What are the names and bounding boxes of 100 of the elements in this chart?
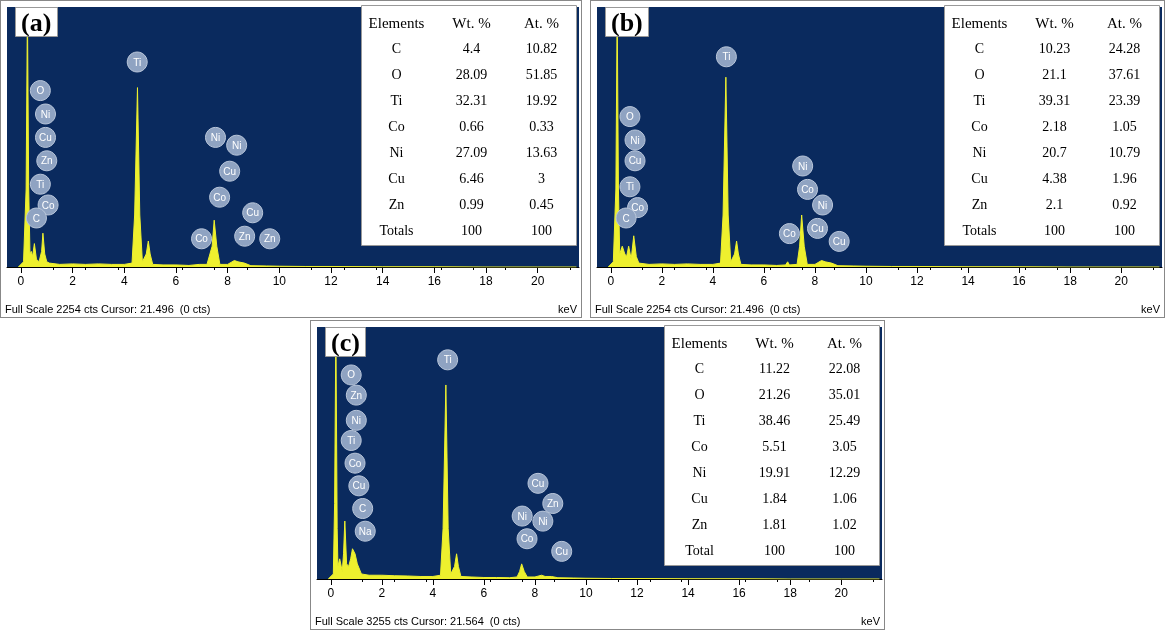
- x-tick-label: 6: [172, 274, 180, 288]
- annotation: Co: [213, 191, 227, 203]
- text: Full Scale 2254 cts Cursor: 21.496 (0 cts): [595, 302, 801, 315]
- x-tick-label: 14: [375, 274, 390, 288]
- x-axis-title: keV: [861, 614, 881, 627]
- annotation: Cu: [39, 131, 52, 143]
- text: C 10.23 24.28: [974, 41, 1141, 56]
- annotation: Ti: [443, 354, 452, 366]
- text: Totals 100 100: [962, 223, 1135, 238]
- chart-title: (c): [331, 327, 360, 357]
- x-tick-label: 16: [1012, 274, 1027, 288]
- annotation: Ni: [351, 414, 362, 426]
- annotation: Ti: [133, 56, 142, 68]
- text: Cu 1.84 1.06: [691, 491, 857, 506]
- x-tick-label: 8: [531, 586, 539, 600]
- x-tick-label: 14: [681, 586, 696, 600]
- annotation: Cu: [246, 207, 260, 219]
- text: Co 0.66 0.33: [388, 119, 554, 134]
- x-tick-label: 8: [224, 274, 232, 288]
- x-tick-label: 6: [760, 274, 768, 288]
- text: Co 5.51 3.05: [691, 439, 857, 454]
- annotation: Co: [631, 202, 645, 214]
- text: C 4.4 10.82: [391, 41, 558, 56]
- text: Full Scale 2254 cts Cursor: 21.496 (0 cts): [5, 302, 211, 315]
- annotation: Co: [41, 199, 55, 211]
- text: Ti 38.46 25.49: [693, 413, 861, 428]
- annotation: Ti: [36, 178, 45, 190]
- x-tick-label: 0: [17, 274, 25, 288]
- annotation: Cu: [555, 545, 569, 557]
- annotation: Cu: [811, 222, 824, 234]
- annotation: Ni: [797, 160, 808, 172]
- annotation: Ti: [625, 181, 634, 193]
- annotation: C: [32, 212, 41, 224]
- x-tick-label: 20: [1114, 274, 1129, 288]
- annotation: O: [347, 369, 356, 381]
- x-tick-label: 12: [630, 586, 645, 600]
- text: Total 100 100: [685, 543, 855, 558]
- text: Elements Wt. % At. %: [671, 334, 862, 351]
- annotation: Ni: [538, 515, 548, 527]
- x-tick-label: 10: [859, 274, 873, 288]
- text: Zn 1.81 1.02: [691, 517, 857, 532]
- annotation: Ni: [210, 131, 221, 143]
- x-tick-label: 2: [69, 274, 77, 288]
- annotation: O: [626, 111, 635, 123]
- x-tick-label: 2: [658, 274, 666, 288]
- annotation: O: [36, 85, 45, 97]
- annotation: Cu: [531, 477, 545, 489]
- text: Ni 27.09 13.63: [389, 145, 558, 160]
- text: Elements Wt. % At. %: [951, 14, 1142, 31]
- text: Zn 2.1 0.92: [971, 197, 1137, 212]
- text: O 21.1 37.61: [974, 67, 1141, 82]
- text: Elements Wt. % At. %: [368, 14, 559, 31]
- annotation: C: [359, 503, 367, 515]
- annotation: Na: [358, 525, 373, 537]
- annotation: Ni: [517, 510, 527, 522]
- x-tick-label: 0: [327, 586, 335, 600]
- x-tick-label: 8: [811, 274, 819, 288]
- annotation: Co: [520, 533, 534, 545]
- text: Full Scale 3255 cts Cursor: 21.564 (0 cts): [315, 614, 521, 627]
- annotation: Ni: [40, 108, 51, 120]
- text: Co 2.18 1.05: [971, 119, 1137, 134]
- annotation: C: [622, 212, 630, 224]
- text: Zn 0.99 0.45: [388, 197, 554, 212]
- x-tick-label: 10: [579, 586, 593, 600]
- x-tick-label: 20: [530, 274, 545, 288]
- x-tick-label: 18: [1063, 274, 1078, 288]
- annotation: Ni: [231, 139, 242, 151]
- text: Cu 4.38 1.96: [971, 171, 1137, 186]
- x-tick-label: 18: [479, 274, 493, 288]
- annotation: Cu: [223, 165, 237, 177]
- text: O 21.26 35.01: [694, 387, 861, 402]
- annotation: Co: [195, 233, 209, 245]
- annotation: Co: [783, 228, 797, 240]
- annotation: Ni: [817, 199, 828, 211]
- text: Ti 32.31 19.92: [390, 93, 558, 108]
- x-tick-label: 4: [120, 274, 128, 288]
- annotation: Cu: [352, 480, 366, 492]
- x-tick-label: 20: [834, 586, 849, 600]
- annotation: Co: [801, 183, 815, 195]
- text: Ni 19.91 12.29: [692, 465, 861, 480]
- x-tick-label: 18: [783, 586, 798, 600]
- x-tick-label: 12: [910, 274, 925, 288]
- x-axis-title: keV: [558, 302, 578, 315]
- x-tick-label: 10: [272, 274, 287, 288]
- annotation: Zn: [350, 389, 363, 401]
- chart-title: (a): [21, 7, 52, 37]
- annotation: Cu: [628, 155, 642, 167]
- annotation: Ni: [630, 134, 640, 146]
- text: O 28.09 51.85: [391, 67, 558, 82]
- text: Cu 6.46 3: [388, 171, 545, 186]
- annotation: Zn: [238, 230, 251, 242]
- x-tick-label: 12: [324, 274, 338, 288]
- annotation: Zn: [40, 155, 53, 167]
- text: Ni 20.7 10.79: [972, 145, 1141, 160]
- annotation: Zn: [546, 497, 559, 509]
- annotation: Ti: [347, 434, 356, 446]
- annotation: Ti: [722, 51, 731, 63]
- x-tick-label: 2: [378, 586, 386, 600]
- text: C 11.22 22.08: [694, 361, 861, 376]
- x-tick-label: 16: [427, 274, 442, 288]
